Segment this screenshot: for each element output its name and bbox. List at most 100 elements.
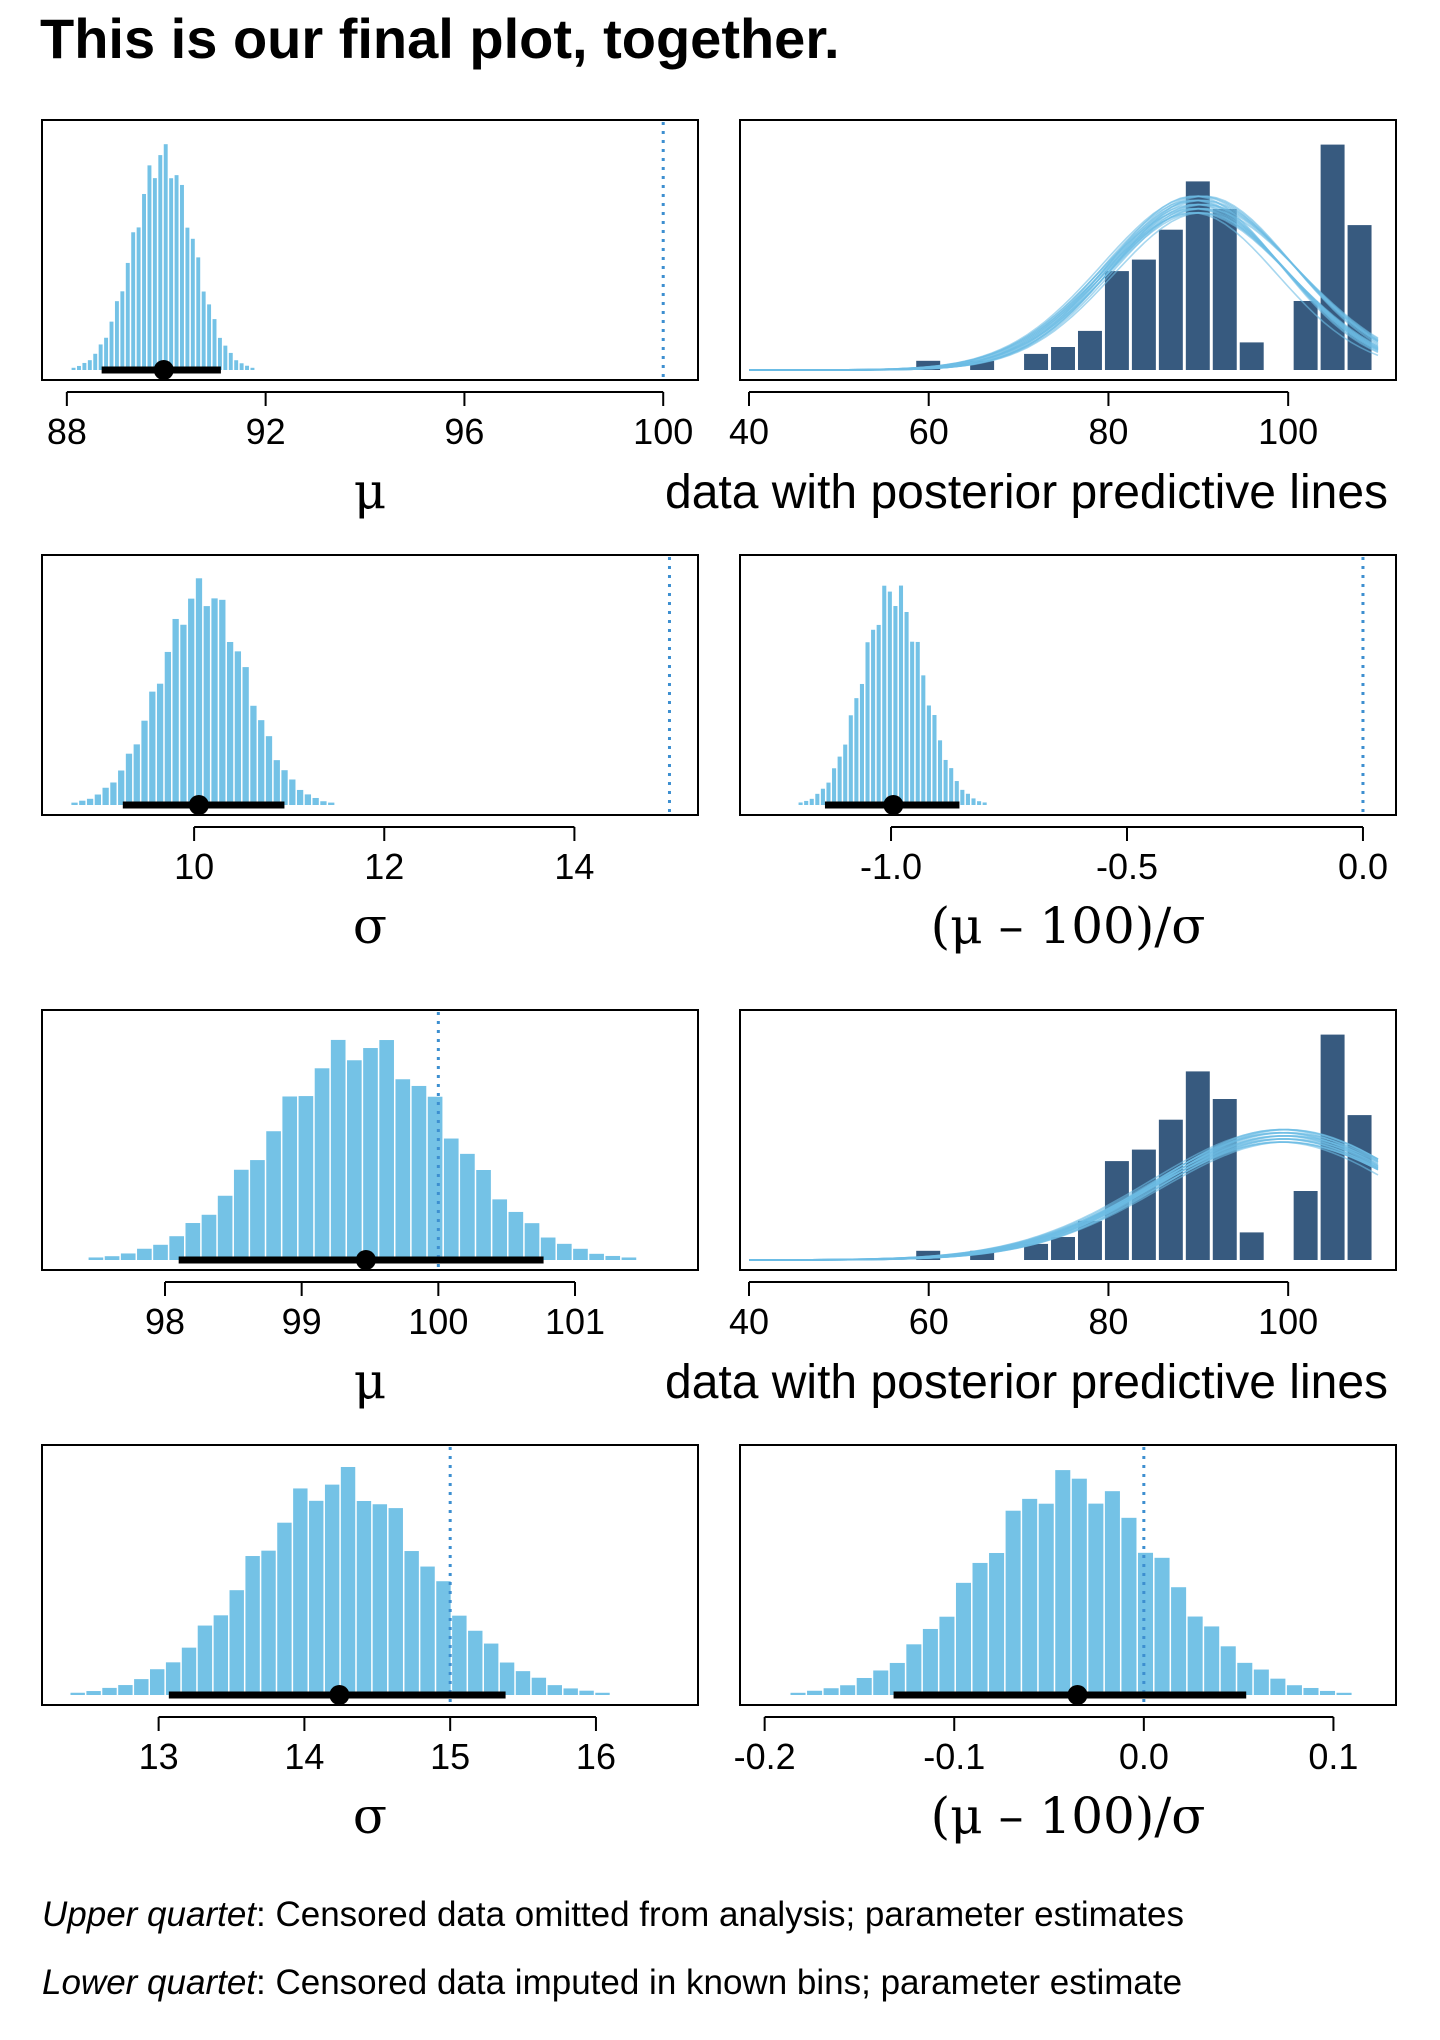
hist-bar bbox=[1121, 1517, 1137, 1695]
hist-bar bbox=[226, 641, 234, 805]
hist-bar bbox=[196, 257, 201, 370]
x-tick-label: 100 bbox=[633, 411, 693, 452]
hist-bar bbox=[134, 1679, 149, 1695]
hist-bar bbox=[156, 683, 164, 805]
x-tick-label: 16 bbox=[576, 1736, 616, 1777]
hist-bar bbox=[229, 1590, 244, 1695]
hist-bar bbox=[94, 794, 102, 805]
hist-bar bbox=[932, 715, 937, 805]
hist-bar bbox=[820, 788, 825, 805]
hist-bar bbox=[258, 720, 265, 805]
point-estimate bbox=[329, 1685, 350, 1705]
data-bar bbox=[1185, 181, 1210, 370]
hist-bar bbox=[790, 1692, 806, 1695]
hist-bar bbox=[120, 291, 125, 370]
hist-bar bbox=[468, 1630, 483, 1695]
hist-bar bbox=[298, 1096, 314, 1260]
data-bar bbox=[916, 1250, 941, 1260]
hist-bar bbox=[876, 624, 881, 805]
hist-bar bbox=[79, 800, 86, 805]
hist-bar bbox=[977, 801, 982, 805]
hist-bar bbox=[531, 1677, 547, 1695]
hist-bar bbox=[898, 585, 904, 805]
x-tick-label: 99 bbox=[282, 1301, 322, 1342]
hist-bar bbox=[141, 720, 148, 805]
panel-lower-sigma: 13 14 15 16 σ bbox=[41, 1444, 699, 1845]
caption-upper: Upper quartet: Censored data omitted fro… bbox=[42, 1895, 1184, 1935]
hist-bar bbox=[219, 599, 226, 805]
hist-bar bbox=[163, 144, 168, 370]
x-tick-label: 40 bbox=[729, 1301, 769, 1342]
posterior-predictive-line bbox=[749, 199, 1379, 371]
hist-bar bbox=[169, 178, 174, 370]
hist-bar bbox=[508, 1211, 524, 1260]
panel-lower-effect: -0.2 -0.1 0.0 0.1 (μ – 100)/σ bbox=[734, 1444, 1397, 1845]
data-bar bbox=[1051, 1237, 1075, 1260]
hist-bar bbox=[234, 651, 242, 805]
data-bar bbox=[1212, 1099, 1237, 1260]
data-bar bbox=[1347, 1115, 1372, 1260]
hist-bar bbox=[882, 585, 887, 805]
panel-frame bbox=[739, 554, 1397, 816]
hist-bar bbox=[443, 1138, 459, 1260]
hist-bar bbox=[211, 598, 218, 805]
hist-bar bbox=[379, 1040, 394, 1260]
hist-bar bbox=[483, 1643, 499, 1695]
x-tick-label: 13 bbox=[139, 1736, 179, 1777]
point-estimate bbox=[153, 360, 174, 380]
hist-bar bbox=[972, 1562, 988, 1695]
hist-bar bbox=[165, 1662, 181, 1695]
x-tick-label: 60 bbox=[909, 411, 949, 452]
posterior-predictive-line bbox=[749, 203, 1379, 371]
hist-bar bbox=[809, 798, 814, 805]
hist-bar bbox=[524, 1223, 540, 1260]
hist-bar bbox=[86, 798, 94, 805]
hist-bar bbox=[245, 1556, 260, 1695]
hist-bar bbox=[169, 1236, 184, 1260]
hist-bar bbox=[328, 802, 335, 805]
data-bar bbox=[1051, 347, 1075, 370]
hist-bar bbox=[954, 781, 959, 805]
x-tick-label: 0.1 bbox=[1308, 1736, 1358, 1777]
hist-bar bbox=[1237, 1662, 1253, 1695]
panel-upper-data: 40 60 80 100 data with posterior predictive … bbox=[665, 119, 1397, 519]
hist-bar bbox=[142, 193, 146, 370]
panel-lower-mu: 98 99 100 101 μ bbox=[41, 1009, 699, 1410]
hist-bar bbox=[120, 1253, 136, 1260]
hist-bar bbox=[347, 1060, 362, 1260]
data-bar bbox=[1077, 330, 1102, 370]
caption-lower-lead: Lower quartet bbox=[42, 1963, 257, 2002]
panel-frame bbox=[739, 1009, 1397, 1271]
hist-bar bbox=[938, 740, 943, 805]
x-tick-label: 100 bbox=[1258, 1301, 1318, 1342]
hist-bar bbox=[207, 304, 212, 370]
hist-bar bbox=[131, 232, 136, 370]
hist-bar bbox=[476, 1169, 491, 1260]
hist-bar bbox=[960, 789, 965, 805]
x-axis-label: μ bbox=[354, 462, 387, 520]
caption-lower-text: : Censored data imputed in known bins; p… bbox=[256, 1963, 1183, 2002]
hist-bar bbox=[217, 337, 222, 370]
panel-frame bbox=[41, 1444, 699, 1706]
panel-upper-mu: 88 92 96 100 μ bbox=[41, 119, 699, 520]
hist-bar bbox=[70, 1692, 85, 1695]
hist-bar bbox=[309, 1500, 324, 1695]
hist-bar bbox=[293, 1488, 308, 1695]
caption-lower: Lower quartet: Censored data imputed in … bbox=[42, 1963, 1182, 2003]
hist-bar bbox=[1253, 1669, 1269, 1695]
posterior-predictive-line bbox=[749, 207, 1379, 371]
hist-bar bbox=[1187, 1616, 1203, 1695]
hist-bar bbox=[989, 1552, 1005, 1695]
hist-bar bbox=[149, 691, 156, 805]
hist-bar bbox=[910, 641, 915, 805]
hist-bar bbox=[356, 1500, 372, 1695]
hist-bar bbox=[589, 1253, 604, 1260]
hist-bar bbox=[102, 1687, 117, 1695]
hist-bar bbox=[125, 262, 130, 370]
hist-bar bbox=[1005, 1510, 1021, 1695]
hist-bar bbox=[152, 178, 157, 370]
data-bar bbox=[1293, 301, 1318, 370]
hist-bar bbox=[312, 797, 319, 805]
hist-bar bbox=[826, 782, 831, 805]
hist-bar bbox=[201, 291, 206, 370]
